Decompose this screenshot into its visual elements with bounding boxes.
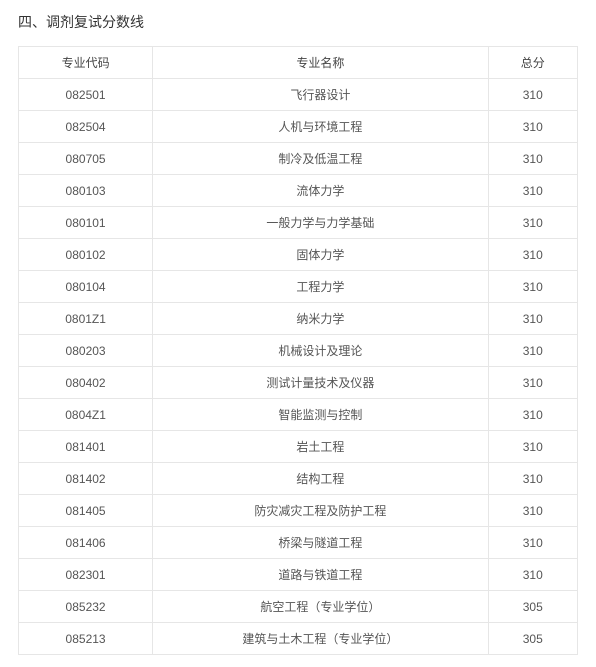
cell-code: 082504 (19, 111, 153, 143)
cell-score: 305 (488, 623, 577, 655)
table-row: 0804Z1智能监测与控制310 (19, 399, 578, 431)
table-row: 080705制冷及低温工程310 (19, 143, 578, 175)
cell-score: 310 (488, 271, 577, 303)
cell-code: 080104 (19, 271, 153, 303)
table-row: 080402测试计量技术及仪器310 (19, 367, 578, 399)
cell-name: 机械设计及理论 (153, 335, 488, 367)
cell-code: 080101 (19, 207, 153, 239)
score-table: 专业代码 专业名称 总分 082501飞行器设计310082504人机与环境工程… (18, 46, 578, 655)
table-row: 081401岩土工程310 (19, 431, 578, 463)
cell-code: 0804Z1 (19, 399, 153, 431)
cell-name: 纳米力学 (153, 303, 488, 335)
table-row: 081402结构工程310 (19, 463, 578, 495)
cell-code: 082501 (19, 79, 153, 111)
cell-score: 310 (488, 399, 577, 431)
cell-name: 飞行器设计 (153, 79, 488, 111)
cell-code: 081401 (19, 431, 153, 463)
cell-score: 310 (488, 143, 577, 175)
cell-score: 310 (488, 207, 577, 239)
cell-score: 310 (488, 175, 577, 207)
cell-name: 智能监测与控制 (153, 399, 488, 431)
cell-score: 310 (488, 495, 577, 527)
table-row: 080102固体力学310 (19, 239, 578, 271)
table-row: 080203机械设计及理论310 (19, 335, 578, 367)
cell-score: 305 (488, 591, 577, 623)
header-score: 总分 (488, 47, 577, 79)
cell-code: 081405 (19, 495, 153, 527)
cell-code: 080103 (19, 175, 153, 207)
cell-score: 310 (488, 79, 577, 111)
cell-code: 080102 (19, 239, 153, 271)
table-row: 080104工程力学310 (19, 271, 578, 303)
cell-name: 流体力学 (153, 175, 488, 207)
cell-score: 310 (488, 239, 577, 271)
cell-code: 081402 (19, 463, 153, 495)
cell-score: 310 (488, 335, 577, 367)
table-row: 082301道路与铁道工程310 (19, 559, 578, 591)
table-row: 082501飞行器设计310 (19, 79, 578, 111)
cell-name: 制冷及低温工程 (153, 143, 488, 175)
cell-score: 310 (488, 527, 577, 559)
table-row: 081406桥梁与隧道工程310 (19, 527, 578, 559)
cell-name: 航空工程（专业学位） (153, 591, 488, 623)
header-code: 专业代码 (19, 47, 153, 79)
cell-name: 固体力学 (153, 239, 488, 271)
cell-name: 一般力学与力学基础 (153, 207, 488, 239)
cell-code: 080402 (19, 367, 153, 399)
cell-code: 085232 (19, 591, 153, 623)
table-row: 080101一般力学与力学基础310 (19, 207, 578, 239)
cell-score: 310 (488, 303, 577, 335)
table-header-row: 专业代码 专业名称 总分 (19, 47, 578, 79)
cell-code: 081406 (19, 527, 153, 559)
cell-score: 310 (488, 111, 577, 143)
cell-score: 310 (488, 559, 577, 591)
table-row: 081405防灾减灾工程及防护工程310 (19, 495, 578, 527)
cell-name: 桥梁与隧道工程 (153, 527, 488, 559)
cell-code: 082301 (19, 559, 153, 591)
cell-name: 道路与铁道工程 (153, 559, 488, 591)
table-row: 085213建筑与土木工程（专业学位）305 (19, 623, 578, 655)
cell-name: 建筑与土木工程（专业学位） (153, 623, 488, 655)
cell-name: 工程力学 (153, 271, 488, 303)
header-name: 专业名称 (153, 47, 488, 79)
cell-name: 结构工程 (153, 463, 488, 495)
cell-name: 岩土工程 (153, 431, 488, 463)
cell-code: 085213 (19, 623, 153, 655)
cell-score: 310 (488, 367, 577, 399)
table-row: 080103流体力学310 (19, 175, 578, 207)
cell-name: 防灾减灾工程及防护工程 (153, 495, 488, 527)
table-row: 085232航空工程（专业学位）305 (19, 591, 578, 623)
cell-code: 0801Z1 (19, 303, 153, 335)
table-row: 082504人机与环境工程310 (19, 111, 578, 143)
cell-code: 080705 (19, 143, 153, 175)
table-body: 082501飞行器设计310082504人机与环境工程310080705制冷及低… (19, 79, 578, 655)
cell-name: 人机与环境工程 (153, 111, 488, 143)
cell-name: 测试计量技术及仪器 (153, 367, 488, 399)
cell-code: 080203 (19, 335, 153, 367)
section-title: 四、调剂复试分数线 (18, 12, 578, 32)
cell-score: 310 (488, 463, 577, 495)
cell-score: 310 (488, 431, 577, 463)
table-row: 0801Z1纳米力学310 (19, 303, 578, 335)
